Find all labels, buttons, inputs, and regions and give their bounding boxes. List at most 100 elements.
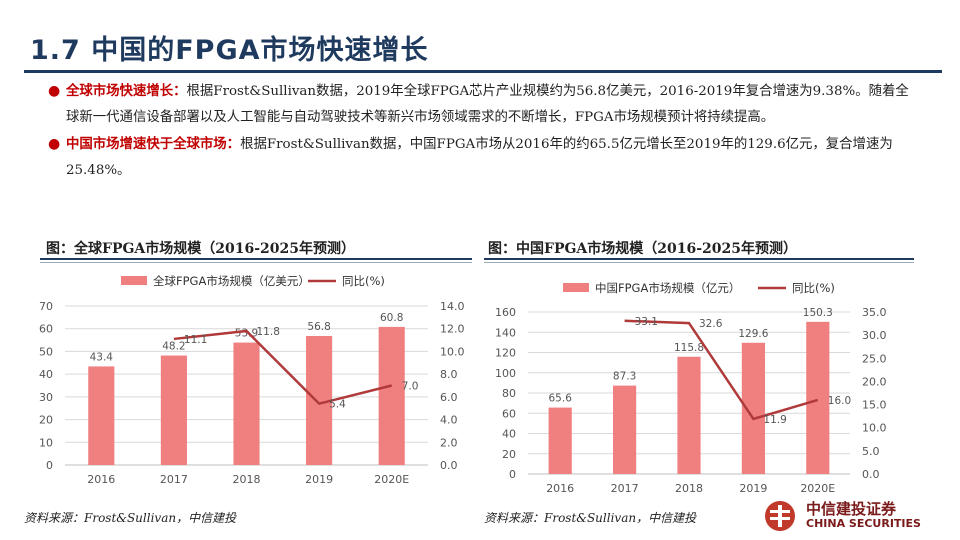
y-tick-label: 0 [509, 468, 516, 481]
summary-bullets: ● 全球市场快速增长：根据Frost&Sullivan数据，2019年全球FPG… [44, 78, 914, 184]
legend-line-label: 同比(%) [342, 274, 385, 288]
y2-tick-label: 6.0 [440, 391, 458, 404]
y-tick-label: 40 [502, 428, 516, 441]
right-chart-rule-thin [484, 262, 914, 263]
y-tick-label: 50 [39, 345, 53, 358]
y2-tick-label: 8.0 [440, 368, 458, 381]
left-chart-rule [40, 258, 472, 260]
x-tick-label: 2019 [305, 473, 333, 486]
bar-value-label: 43.4 [90, 351, 114, 363]
y2-tick-label: 10.0 [862, 422, 887, 435]
x-tick-label: 2018 [233, 473, 261, 486]
y2-tick-label: 5.0 [862, 445, 880, 458]
line-value-label: 7.0 [402, 381, 419, 393]
legend-bar-swatch [563, 283, 589, 292]
y-tick-label: 20 [502, 448, 516, 461]
y2-tick-label: 20.0 [862, 375, 887, 388]
y2-tick-label: 2.0 [440, 436, 458, 449]
x-tick-label: 2020E [374, 473, 409, 486]
x-tick-label: 2017 [160, 473, 188, 486]
left-chart-caption: 图：全球FPGA市场规模（2016-2025年预测） [46, 241, 356, 257]
bullet-dot-icon: ● [48, 83, 61, 99]
y-tick-label: 80 [502, 387, 516, 400]
y-tick-label: 40 [39, 368, 53, 381]
y-tick-label: 120 [495, 347, 516, 360]
bullet-lead: 全球市场快速增长： [66, 83, 187, 99]
bar [548, 407, 572, 474]
bar [378, 326, 405, 465]
line-value-label: 32.6 [699, 318, 723, 330]
left-chart-source: 资料来源：Frost&Sullivan，中信建投 [24, 511, 237, 525]
line-value-label: 5.4 [329, 399, 346, 411]
bar-value-label: 129.6 [738, 328, 768, 340]
legend-bar-label: 全球FPGA市场规模（亿美元） [153, 274, 310, 288]
bar [806, 321, 830, 474]
y2-tick-label: 30.0 [862, 329, 887, 342]
global-fpga-chart: 全球FPGA市场规模（亿美元） 同比(%) 0 10 20 30 40 50 60 70 0.0 2.… [39, 274, 465, 486]
china-fpga-chart: 中国FPGA市场规模（亿元） 同比(%) 0 20 40 60 80 100 120 140 160… [495, 281, 887, 495]
bar [233, 342, 260, 465]
bar-value-label: 56.8 [307, 321, 330, 333]
china-securities-logo [765, 501, 795, 531]
bar-value-label: 150.3 [803, 307, 833, 319]
bullet-china: ● 中国市场增速快于全球市场：根据Frost&Sullivan数据，中国FPGA… [44, 131, 914, 184]
line-value-label: 11.8 [257, 326, 280, 338]
bullet-lead: 中国市场增速快于全球市场： [66, 136, 241, 152]
x-tick-label: 2016 [87, 473, 115, 486]
bar-value-label: 65.6 [549, 393, 573, 405]
y-tick-label: 100 [495, 367, 516, 380]
y-tick-label: 20 [39, 414, 53, 427]
right-chart-caption: 图：中国FPGA市场规模（2016-2025年预测） [488, 241, 798, 257]
x-tick-label: 2020E [800, 482, 835, 495]
x-tick-label: 2019 [739, 482, 767, 495]
line-value-label: 33.1 [635, 316, 658, 328]
y2-tick-label: 10.0 [440, 345, 465, 358]
y-tick-label: 140 [495, 326, 516, 339]
bar [741, 342, 765, 474]
logo-name-cn: 中信建投证券 [806, 500, 897, 518]
bar-value-label: 60.8 [380, 312, 403, 324]
bar [613, 385, 637, 474]
y-tick-label: 0 [46, 459, 53, 472]
y2-tick-label: 25.0 [862, 352, 887, 365]
page-title: 1.7 中国的FPGA市场快速增长 [30, 35, 429, 66]
right-chart-source: 资料来源：Frost&Sullivan，中信建投 [484, 511, 697, 525]
y2-tick-label: 12.0 [440, 323, 465, 336]
bar-value-label: 115.8 [674, 342, 704, 354]
logo-name-en: CHINA SECURITIES [806, 517, 921, 530]
y-tick-label: 70 [39, 300, 53, 313]
bullet-global: ● 全球市场快速增长：根据Frost&Sullivan数据，2019年全球FPG… [44, 78, 914, 131]
y2-tick-label: 0.0 [440, 459, 458, 472]
growth-line [624, 319, 819, 421]
legend-bar-label: 中国FPGA市场规模（亿元） [595, 281, 740, 295]
x-tick-label: 2016 [546, 482, 574, 495]
bar [677, 356, 701, 474]
y2-tick-label: 15.0 [862, 399, 887, 412]
x-tick-label: 2018 [675, 482, 703, 495]
y2-tick-label: 14.0 [440, 300, 465, 313]
bar-value-label: 48.2 [162, 341, 185, 353]
bullet-text: 根据Frost&Sullivan数据，2019年全球FPGA芯片产业规模约为56… [66, 84, 909, 125]
bullet-text: 根据Frost&Sullivan数据，中国FPGA市场从2016年的约65.5亿… [66, 137, 893, 178]
title-divider [24, 70, 942, 73]
legend-bar-swatch [121, 276, 147, 285]
line-value-label: 11.1 [184, 334, 207, 346]
y2-tick-label: 0.0 [862, 468, 880, 481]
legend-line-label: 同比(%) [792, 281, 835, 295]
y-tick-label: 60 [39, 323, 53, 336]
left-chart-rule-thin [40, 262, 472, 263]
right-chart-rule [484, 258, 914, 260]
bar [88, 366, 115, 465]
x-tick-label: 2017 [611, 482, 639, 495]
y-tick-label: 60 [502, 407, 516, 420]
y2-tick-label: 4.0 [440, 414, 458, 427]
y-tick-label: 10 [39, 436, 53, 449]
growth-line [173, 329, 393, 406]
y-tick-label: 30 [39, 391, 53, 404]
line-value-label: 16.0 [828, 395, 851, 407]
y2-tick-label: 35.0 [862, 306, 887, 319]
line-value-label: 11.9 [763, 414, 786, 426]
y-tick-label: 160 [495, 306, 516, 319]
bar-value-label: 87.3 [613, 371, 636, 383]
bullet-dot-icon: ● [48, 136, 61, 152]
